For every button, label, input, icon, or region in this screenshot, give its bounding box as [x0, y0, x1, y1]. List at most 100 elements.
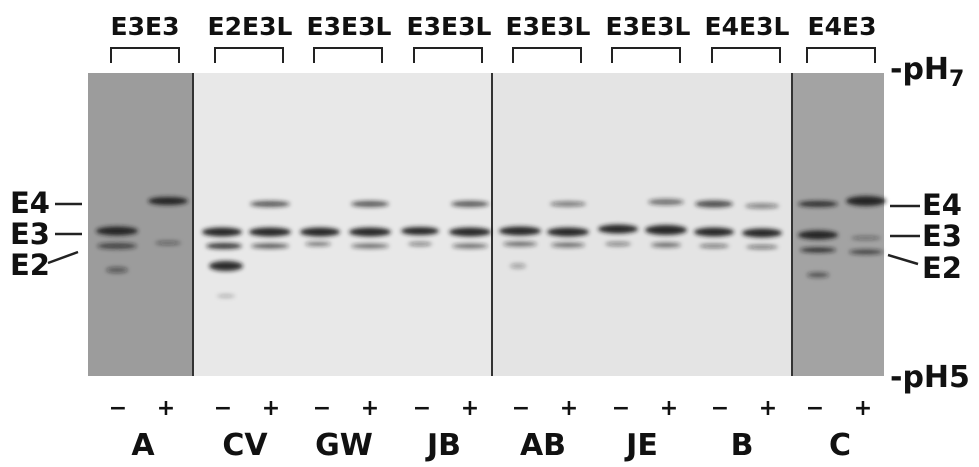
gel-band [807, 272, 829, 278]
lane-sign-minus: − [108, 396, 128, 421]
gel-band [547, 227, 589, 237]
group-bracket [214, 47, 284, 63]
lane-sign-plus: + [559, 396, 579, 421]
group-label: E4E3L [704, 12, 790, 41]
gel-band [106, 267, 128, 273]
lane-sign-plus: + [758, 396, 778, 421]
gel-band [846, 196, 886, 206]
right-marker-line-e2 [887, 253, 919, 266]
gel-band [449, 227, 491, 237]
sample-label: GW [315, 428, 373, 463]
gel-band [401, 227, 439, 235]
group-label: E3E3L [605, 12, 691, 41]
gel-band [551, 242, 585, 248]
sample-label: B [730, 428, 754, 463]
sample-label: JB [426, 428, 462, 463]
gel-band [651, 242, 681, 248]
gel-band [648, 199, 684, 205]
lane-sign-minus: − [412, 396, 432, 421]
lane-sign-plus: + [659, 396, 679, 421]
group-bracket [512, 47, 582, 63]
gel-band [217, 294, 235, 298]
right-marker-e2: E2 [922, 251, 962, 285]
gel-panel-middle-2 [492, 73, 792, 376]
gel-band [742, 228, 782, 238]
lane-sign-plus: + [360, 396, 380, 421]
gel-band [605, 242, 631, 246]
gel-band [349, 227, 391, 237]
gel-band [503, 241, 537, 247]
gel-band [510, 263, 526, 269]
group-bracket [806, 47, 876, 63]
gel-band [452, 243, 488, 249]
gel-band [202, 227, 242, 237]
gel-band [800, 247, 836, 253]
gel-band [96, 226, 138, 236]
gel-band [598, 224, 638, 234]
sample-label: CV [222, 428, 268, 463]
left-marker-e2: E2 [10, 248, 50, 282]
gel-band [155, 241, 181, 245]
lane-sign-minus: − [611, 396, 631, 421]
lane-sign-plus: + [156, 396, 176, 421]
gel-band [695, 200, 733, 208]
lane-sign-plus: + [261, 396, 281, 421]
group-bracket [413, 47, 483, 63]
gel-band [851, 236, 881, 240]
gel-band [249, 227, 291, 237]
left-marker-line-e2 [47, 250, 79, 265]
left-marker-e4: E4 [10, 186, 50, 220]
right-marker-e3: E3 [922, 219, 962, 253]
lane-sign-minus: − [312, 396, 332, 421]
gel-band [148, 197, 188, 205]
lane-sign-minus: − [511, 396, 531, 421]
gel-band [694, 227, 734, 237]
lane-sign-plus: + [460, 396, 480, 421]
gel-panel-right [792, 73, 884, 376]
gel-band [209, 261, 243, 271]
left-marker-e3: E3 [10, 217, 50, 251]
group-bracket [110, 47, 180, 63]
gel-band [798, 201, 838, 207]
group-label: E3E3L [505, 12, 591, 41]
gel-band [351, 243, 389, 249]
gel-band [550, 201, 586, 207]
ph-bottom-label: -pH5 [890, 360, 970, 395]
group-label: E4E3 [807, 12, 877, 41]
gel-band [499, 226, 541, 236]
gel-band [351, 201, 389, 207]
gel-panel-middle-1 [193, 73, 492, 376]
lane-sign-minus: − [805, 396, 825, 421]
group-label: E3E3L [406, 12, 492, 41]
gel-band [251, 243, 289, 249]
gel-band [250, 201, 290, 207]
gel-band [206, 243, 242, 249]
group-bracket [711, 47, 781, 63]
gel-band [849, 249, 883, 255]
group-bracket [313, 47, 383, 63]
gel-band [746, 245, 778, 249]
gel-band [451, 201, 489, 207]
gel-band [305, 242, 331, 246]
group-bracket [611, 47, 681, 63]
lane-sign-plus: + [853, 396, 873, 421]
gel-band [798, 230, 838, 240]
group-label: E3E3 [110, 12, 180, 41]
gel-band [645, 225, 687, 235]
right-marker-e4: E4 [922, 188, 962, 222]
ph-top-label: -pH7 [890, 52, 965, 92]
sample-label: C [828, 428, 852, 463]
sample-label: A [131, 428, 155, 463]
lane-sign-minus: − [213, 396, 233, 421]
gel-band [699, 244, 729, 248]
lane-sign-minus: − [710, 396, 730, 421]
group-label: E2E3L [207, 12, 293, 41]
gel-band [300, 227, 340, 237]
gel-panel-left [88, 73, 193, 376]
gel-band [745, 203, 779, 209]
gel-band [408, 242, 432, 246]
sample-label: AB [519, 428, 567, 463]
group-label: E3E3L [306, 12, 392, 41]
